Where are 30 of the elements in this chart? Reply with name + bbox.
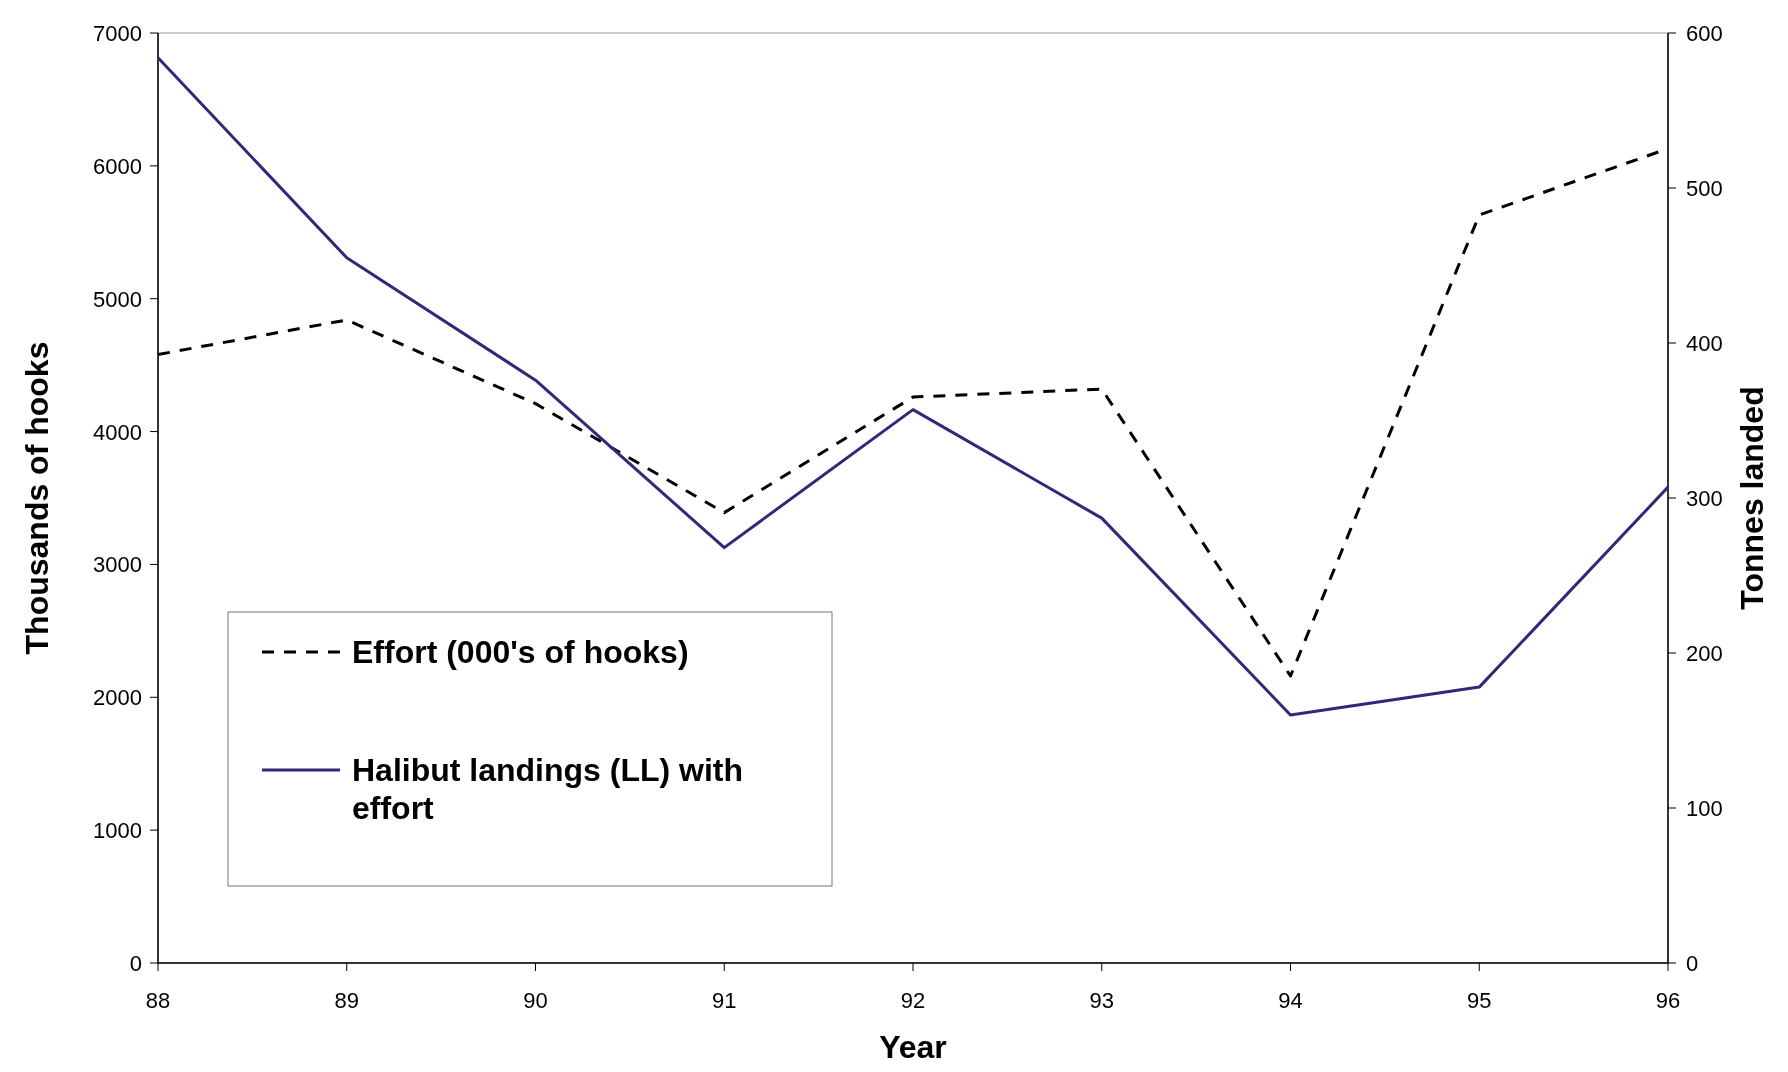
y2-axis-title: Tonnes landed <box>1734 386 1770 610</box>
x-tick-label: 88 <box>145 988 171 1013</box>
y2-tick-label: 600 <box>1686 21 1723 46</box>
legend-label: Effort (000's of hooks) <box>352 634 689 670</box>
y-tick-label: 5000 <box>93 286 142 312</box>
x-tick-label: 94 <box>1278 988 1303 1013</box>
y-axis-title: Thousands of hooks <box>19 341 55 655</box>
y-tick-label: 7000 <box>93 21 142 46</box>
y-tick-label: 1000 <box>93 818 142 844</box>
x-axis-title: Year <box>879 1029 947 1065</box>
legend-label: Halibut landings (LL) with effort <box>352 752 744 826</box>
y2-tick-label: 300 <box>1686 486 1723 511</box>
y2-tick-label: 200 <box>1686 641 1723 666</box>
y-tick-label: 2000 <box>93 685 142 711</box>
y2-tick-label: 500 <box>1686 176 1723 201</box>
x-tick-label: 90 <box>523 988 548 1013</box>
y-tick-label: 0 <box>129 951 142 976</box>
x-tick-label: 91 <box>712 988 737 1013</box>
x-tick-label: 89 <box>334 988 359 1013</box>
x-tick-label: 93 <box>1089 988 1114 1013</box>
y-tick-label: 4000 <box>93 419 142 445</box>
x-tick-label: 96 <box>1655 988 1681 1013</box>
x-tick-label: 92 <box>900 988 926 1013</box>
y2-tick-label: 0 <box>1686 951 1699 976</box>
y-tick-label: 3000 <box>93 552 142 578</box>
x-tick-label: 95 <box>1467 988 1492 1013</box>
line-series <box>156 56 1670 717</box>
y2-tick-label: 400 <box>1686 331 1723 356</box>
y-tick-label: 6000 <box>93 153 142 179</box>
y2-tick-label: 100 <box>1686 796 1723 821</box>
